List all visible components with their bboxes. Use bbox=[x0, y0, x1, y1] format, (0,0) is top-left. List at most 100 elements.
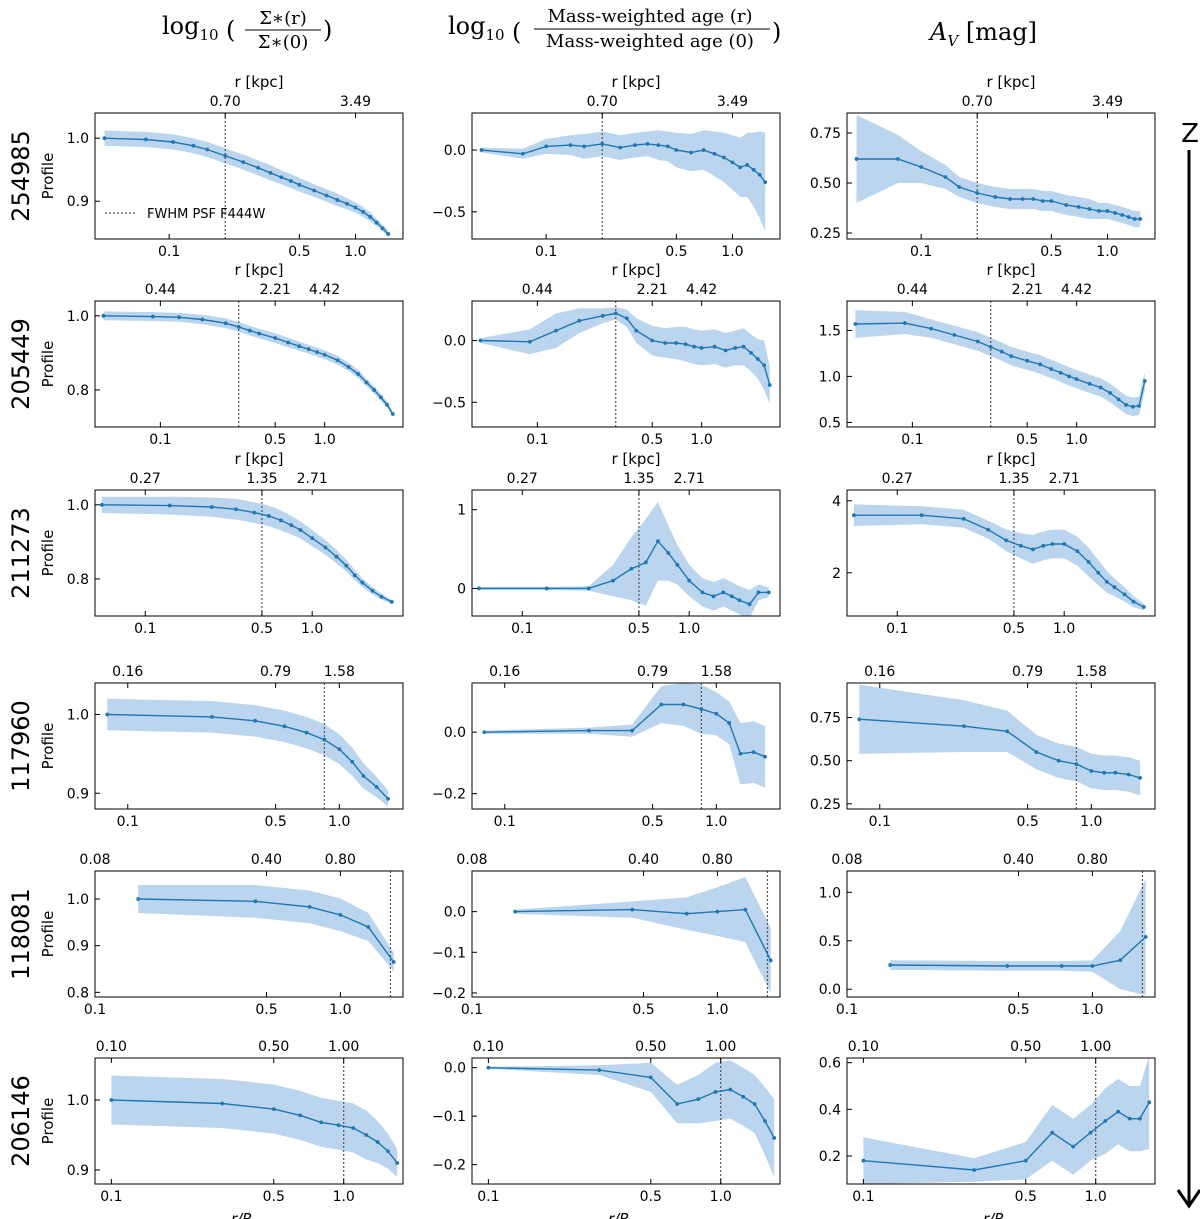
top-axis-title: r [kpc] bbox=[611, 450, 660, 468]
profile-point bbox=[986, 527, 990, 532]
uncertainty-band bbox=[111, 1075, 398, 1177]
x-tick-label: 1.0 bbox=[313, 432, 335, 448]
top-axis-title: r [kpc] bbox=[986, 73, 1035, 91]
x-tick-label: 1.0 bbox=[1085, 1189, 1107, 1205]
top-tick-label: 2.21 bbox=[637, 282, 668, 298]
x-tick-label: 0.1 bbox=[84, 1002, 106, 1018]
top-tick-label: 0.79 bbox=[1012, 664, 1043, 680]
profile-point bbox=[257, 331, 262, 336]
profile-point bbox=[656, 143, 661, 148]
profile-point bbox=[712, 344, 717, 349]
top-tick-label: 3.49 bbox=[340, 94, 371, 110]
profile-point bbox=[361, 774, 366, 778]
top-tick-label: 1.35 bbox=[998, 471, 1029, 487]
profile-point bbox=[380, 226, 385, 231]
profile-point bbox=[1038, 362, 1043, 367]
profile-point bbox=[714, 711, 719, 716]
x-tick-label: 1.0 bbox=[706, 1002, 728, 1018]
profile-point bbox=[1041, 543, 1046, 548]
profile-point bbox=[395, 1161, 400, 1165]
y-tick-label: 0.0 bbox=[444, 1061, 466, 1077]
profile-point bbox=[241, 160, 246, 165]
panel-frame bbox=[846, 112, 1156, 240]
profile-point bbox=[298, 528, 303, 532]
profile-point bbox=[289, 523, 294, 528]
profile-point bbox=[252, 510, 257, 515]
profile-point bbox=[1130, 404, 1135, 409]
profile-point bbox=[479, 148, 484, 152]
profile-point bbox=[1004, 538, 1009, 543]
y-tick-label: 1.0 bbox=[819, 885, 841, 901]
panel-frame bbox=[94, 489, 404, 617]
panel-frame bbox=[846, 300, 1156, 428]
profile-point bbox=[738, 165, 743, 170]
profile-point bbox=[943, 175, 948, 179]
profile-point bbox=[1116, 1109, 1121, 1114]
y-tick-label: 0.75 bbox=[810, 711, 841, 727]
y-tick-label: 0.50 bbox=[810, 754, 841, 770]
y-tick-label: 1.0 bbox=[67, 498, 89, 514]
profile-point bbox=[375, 1140, 380, 1144]
profile-point bbox=[351, 1126, 356, 1130]
top-tick-label: 3.49 bbox=[1092, 94, 1123, 110]
top-tick-label: 3.49 bbox=[717, 94, 748, 110]
x-tick-label: 0.5 bbox=[1040, 244, 1062, 260]
x-tick-label: 1.0 bbox=[328, 814, 350, 830]
profile-point bbox=[919, 513, 924, 518]
profile-point bbox=[861, 1158, 866, 1163]
uncertainty-band bbox=[890, 878, 1146, 996]
redshift-arrow: Z bbox=[1176, 119, 1200, 1209]
profile-point bbox=[344, 563, 349, 568]
profile-point bbox=[310, 536, 315, 541]
profile-point bbox=[1056, 758, 1061, 763]
profile-point bbox=[713, 1090, 718, 1094]
profile-point bbox=[730, 160, 735, 165]
plot-area bbox=[479, 113, 768, 239]
profile-point bbox=[273, 336, 278, 340]
y-tick-label: 1.5 bbox=[819, 323, 841, 339]
profile-point bbox=[1005, 729, 1010, 734]
y-tick-label: 0.0 bbox=[444, 334, 466, 350]
profile-point bbox=[741, 344, 746, 349]
x-tick-label: 0.5 bbox=[1003, 621, 1025, 637]
profile-point bbox=[656, 539, 660, 544]
x-tick-label: 0.1 bbox=[836, 1002, 858, 1018]
profile-point bbox=[1126, 215, 1131, 219]
plot-area bbox=[853, 301, 1147, 427]
profile-point bbox=[513, 909, 518, 914]
y-tick-label: 0.8 bbox=[67, 572, 89, 588]
profile-point bbox=[1113, 211, 1118, 215]
top-tick-label: 0.44 bbox=[522, 282, 553, 298]
top-tick-label: 0.44 bbox=[145, 282, 176, 298]
profile-point bbox=[768, 958, 773, 963]
profile-point bbox=[1025, 358, 1030, 363]
profile-point bbox=[150, 314, 155, 319]
top-axis-title: r [kpc] bbox=[986, 261, 1035, 279]
profile-point bbox=[674, 148, 679, 152]
profile-point bbox=[747, 602, 752, 607]
profile-point bbox=[335, 198, 340, 202]
profile-point bbox=[755, 357, 760, 361]
x-tick-label: 0.5 bbox=[1016, 432, 1038, 448]
panel-frame bbox=[94, 300, 404, 428]
profile-point bbox=[674, 341, 679, 345]
row-id-label: 254985 bbox=[7, 130, 35, 222]
y-tick-label: 1.0 bbox=[67, 1093, 89, 1109]
x-tick-label: 1.0 bbox=[1053, 621, 1075, 637]
x-tick-label: 0.5 bbox=[632, 1002, 654, 1018]
profile-point bbox=[1132, 217, 1137, 221]
profile-point bbox=[1009, 354, 1014, 359]
y-tick-label: −0.2 bbox=[432, 1158, 466, 1174]
panel-frame bbox=[846, 1057, 1156, 1185]
profile-point bbox=[210, 714, 214, 719]
top-tick-label: 1.00 bbox=[328, 1039, 359, 1055]
profile-point bbox=[544, 144, 549, 149]
title-age-denominator: Mass-weighted age (0) bbox=[546, 31, 754, 52]
profile-point bbox=[100, 502, 104, 507]
profile-point bbox=[1034, 750, 1039, 754]
title-numerator: Σ∗(r) bbox=[259, 8, 307, 29]
profile-point bbox=[282, 724, 287, 729]
profile-point bbox=[687, 578, 692, 583]
panel-row2-col2: −0.5 0.0 0.1 0.5 1.0 0.44 2.21 4.42 r [kpc] bbox=[432, 261, 781, 448]
profile-point bbox=[701, 148, 706, 152]
